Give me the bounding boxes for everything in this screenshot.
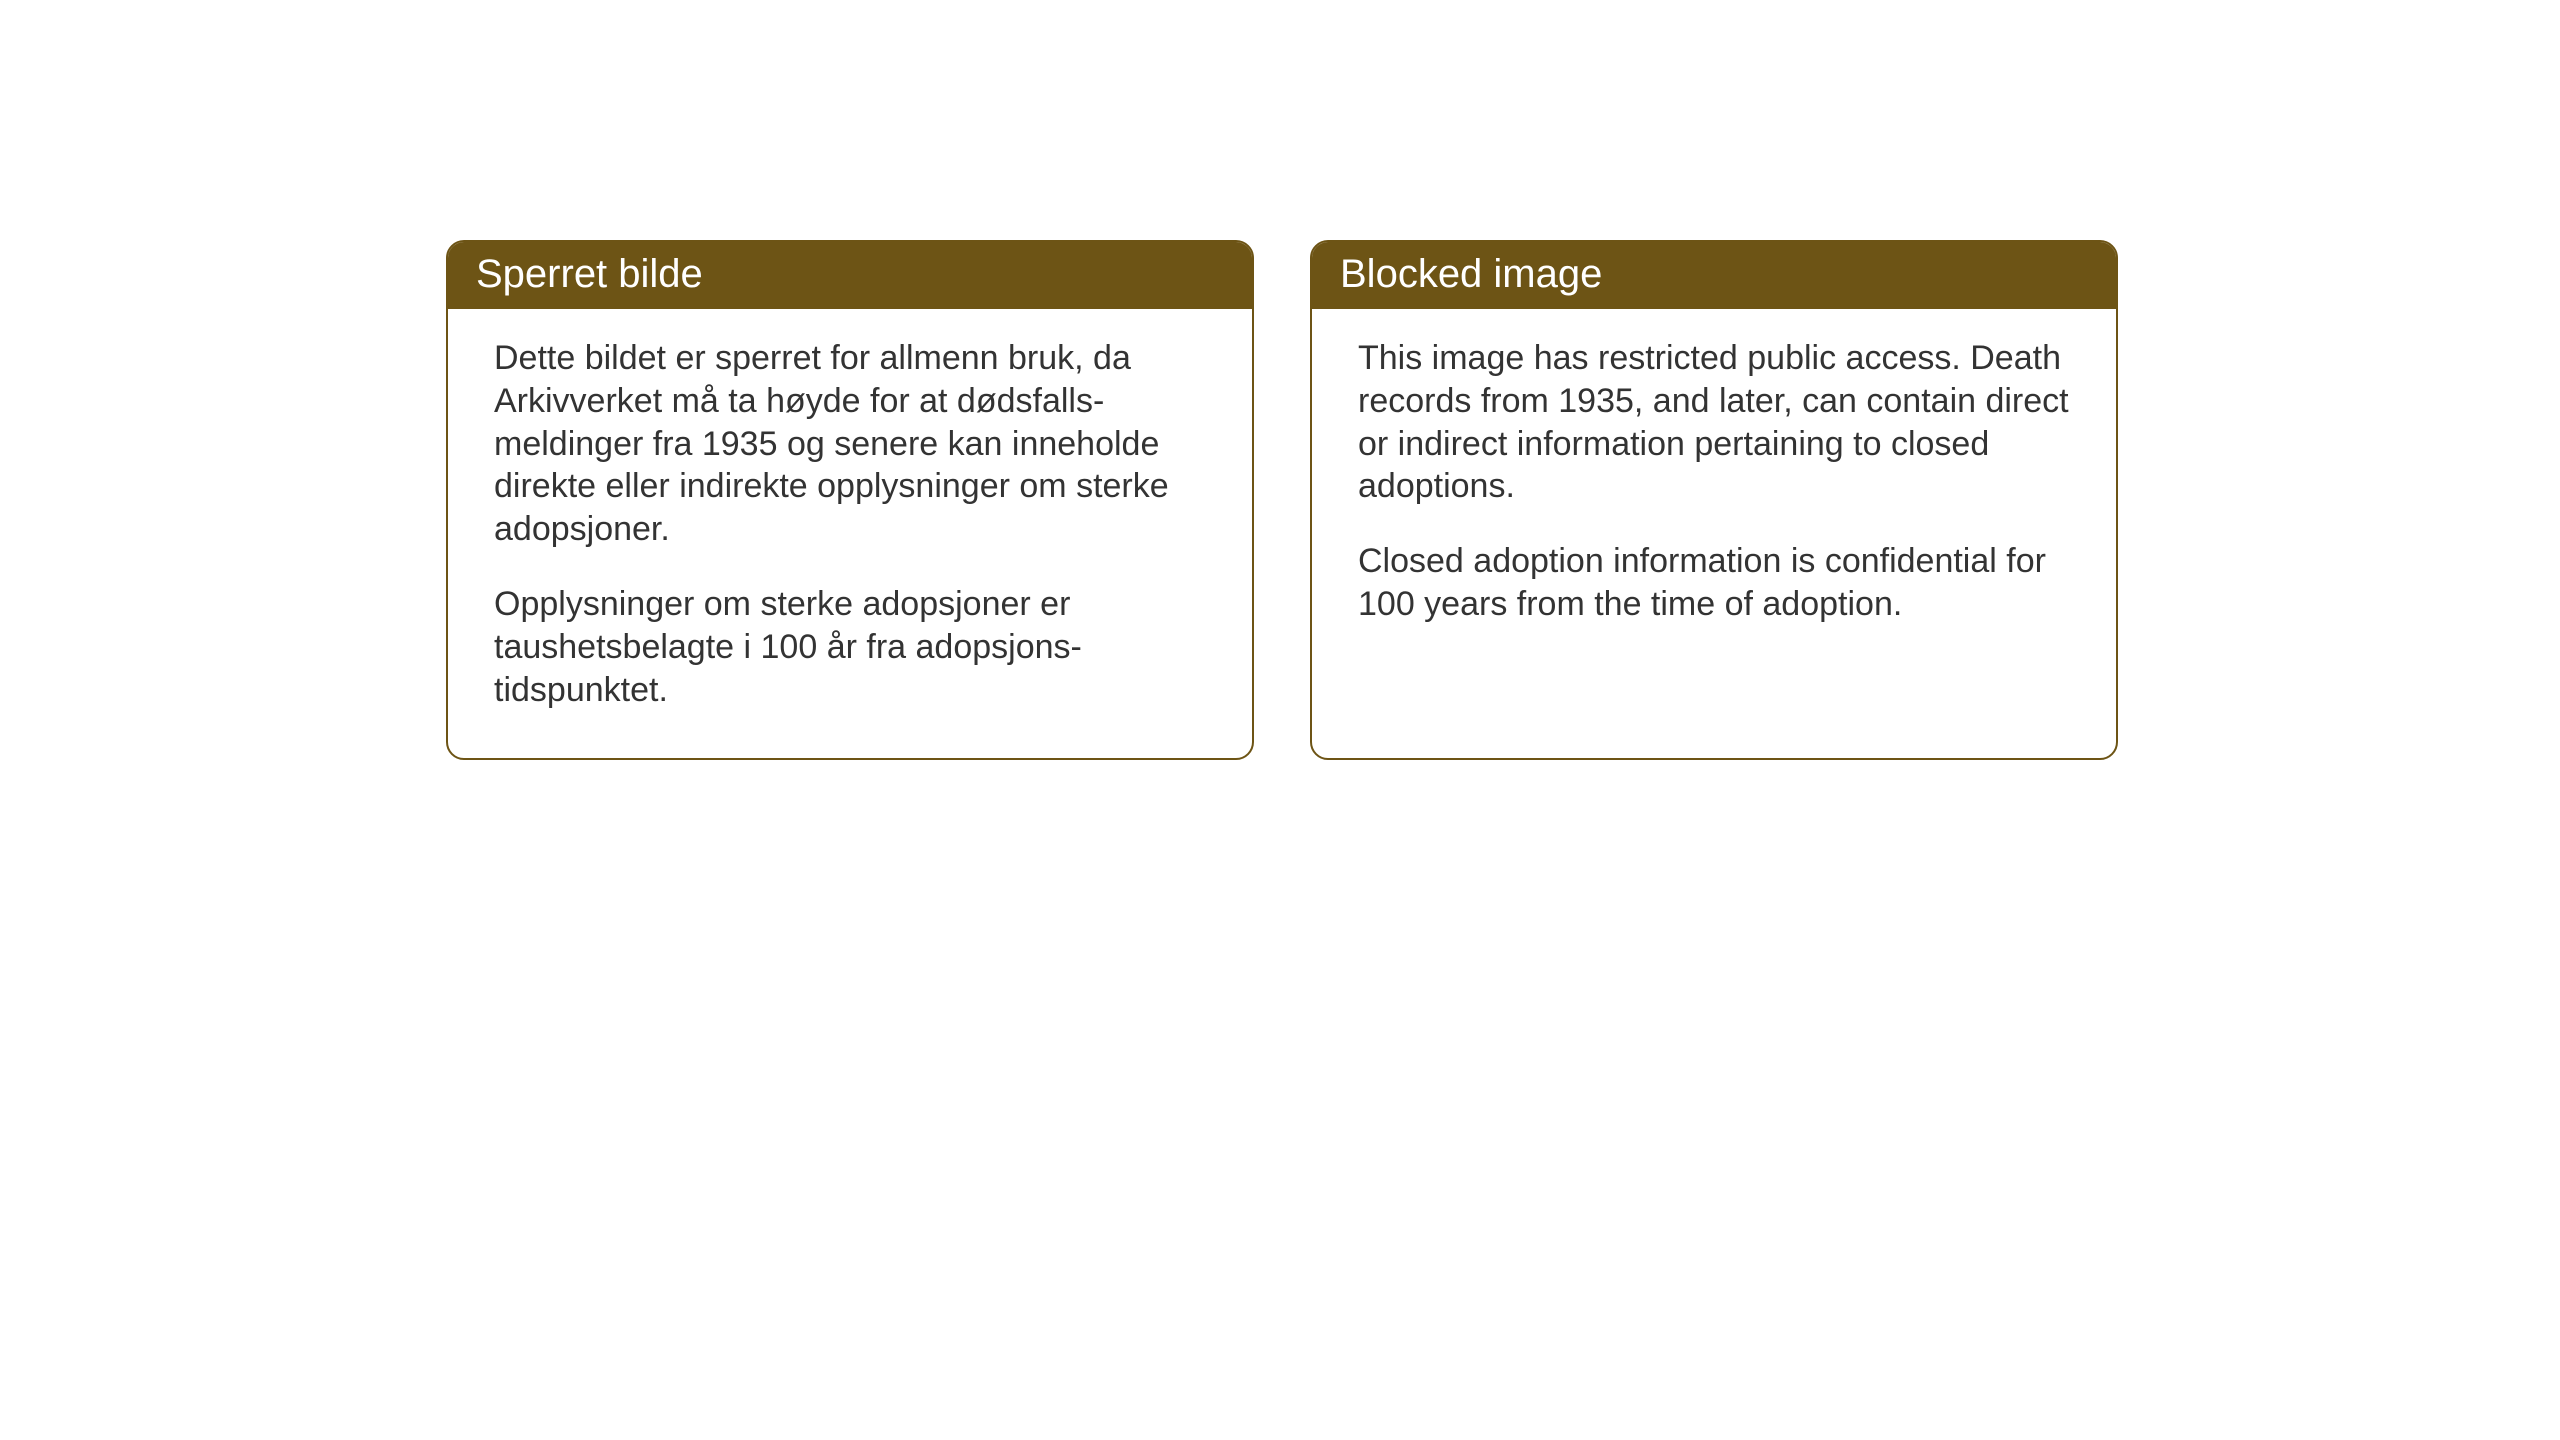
norwegian-paragraph-2: Opplysninger om sterke adopsjoner er tau…	[494, 583, 1206, 711]
english-paragraph-1: This image has restricted public access.…	[1358, 337, 2070, 508]
english-paragraph-2: Closed adoption information is confident…	[1358, 540, 2070, 626]
norwegian-card-title: Sperret bilde	[448, 242, 1252, 309]
norwegian-notice-card: Sperret bilde Dette bildet er sperret fo…	[446, 240, 1254, 760]
notice-container: Sperret bilde Dette bildet er sperret fo…	[446, 240, 2118, 760]
english-notice-card: Blocked image This image has restricted …	[1310, 240, 2118, 760]
english-card-title: Blocked image	[1312, 242, 2116, 309]
english-card-body: This image has restricted public access.…	[1312, 309, 2116, 672]
norwegian-card-body: Dette bildet er sperret for allmenn bruk…	[448, 309, 1252, 758]
norwegian-paragraph-1: Dette bildet er sperret for allmenn bruk…	[494, 337, 1206, 551]
